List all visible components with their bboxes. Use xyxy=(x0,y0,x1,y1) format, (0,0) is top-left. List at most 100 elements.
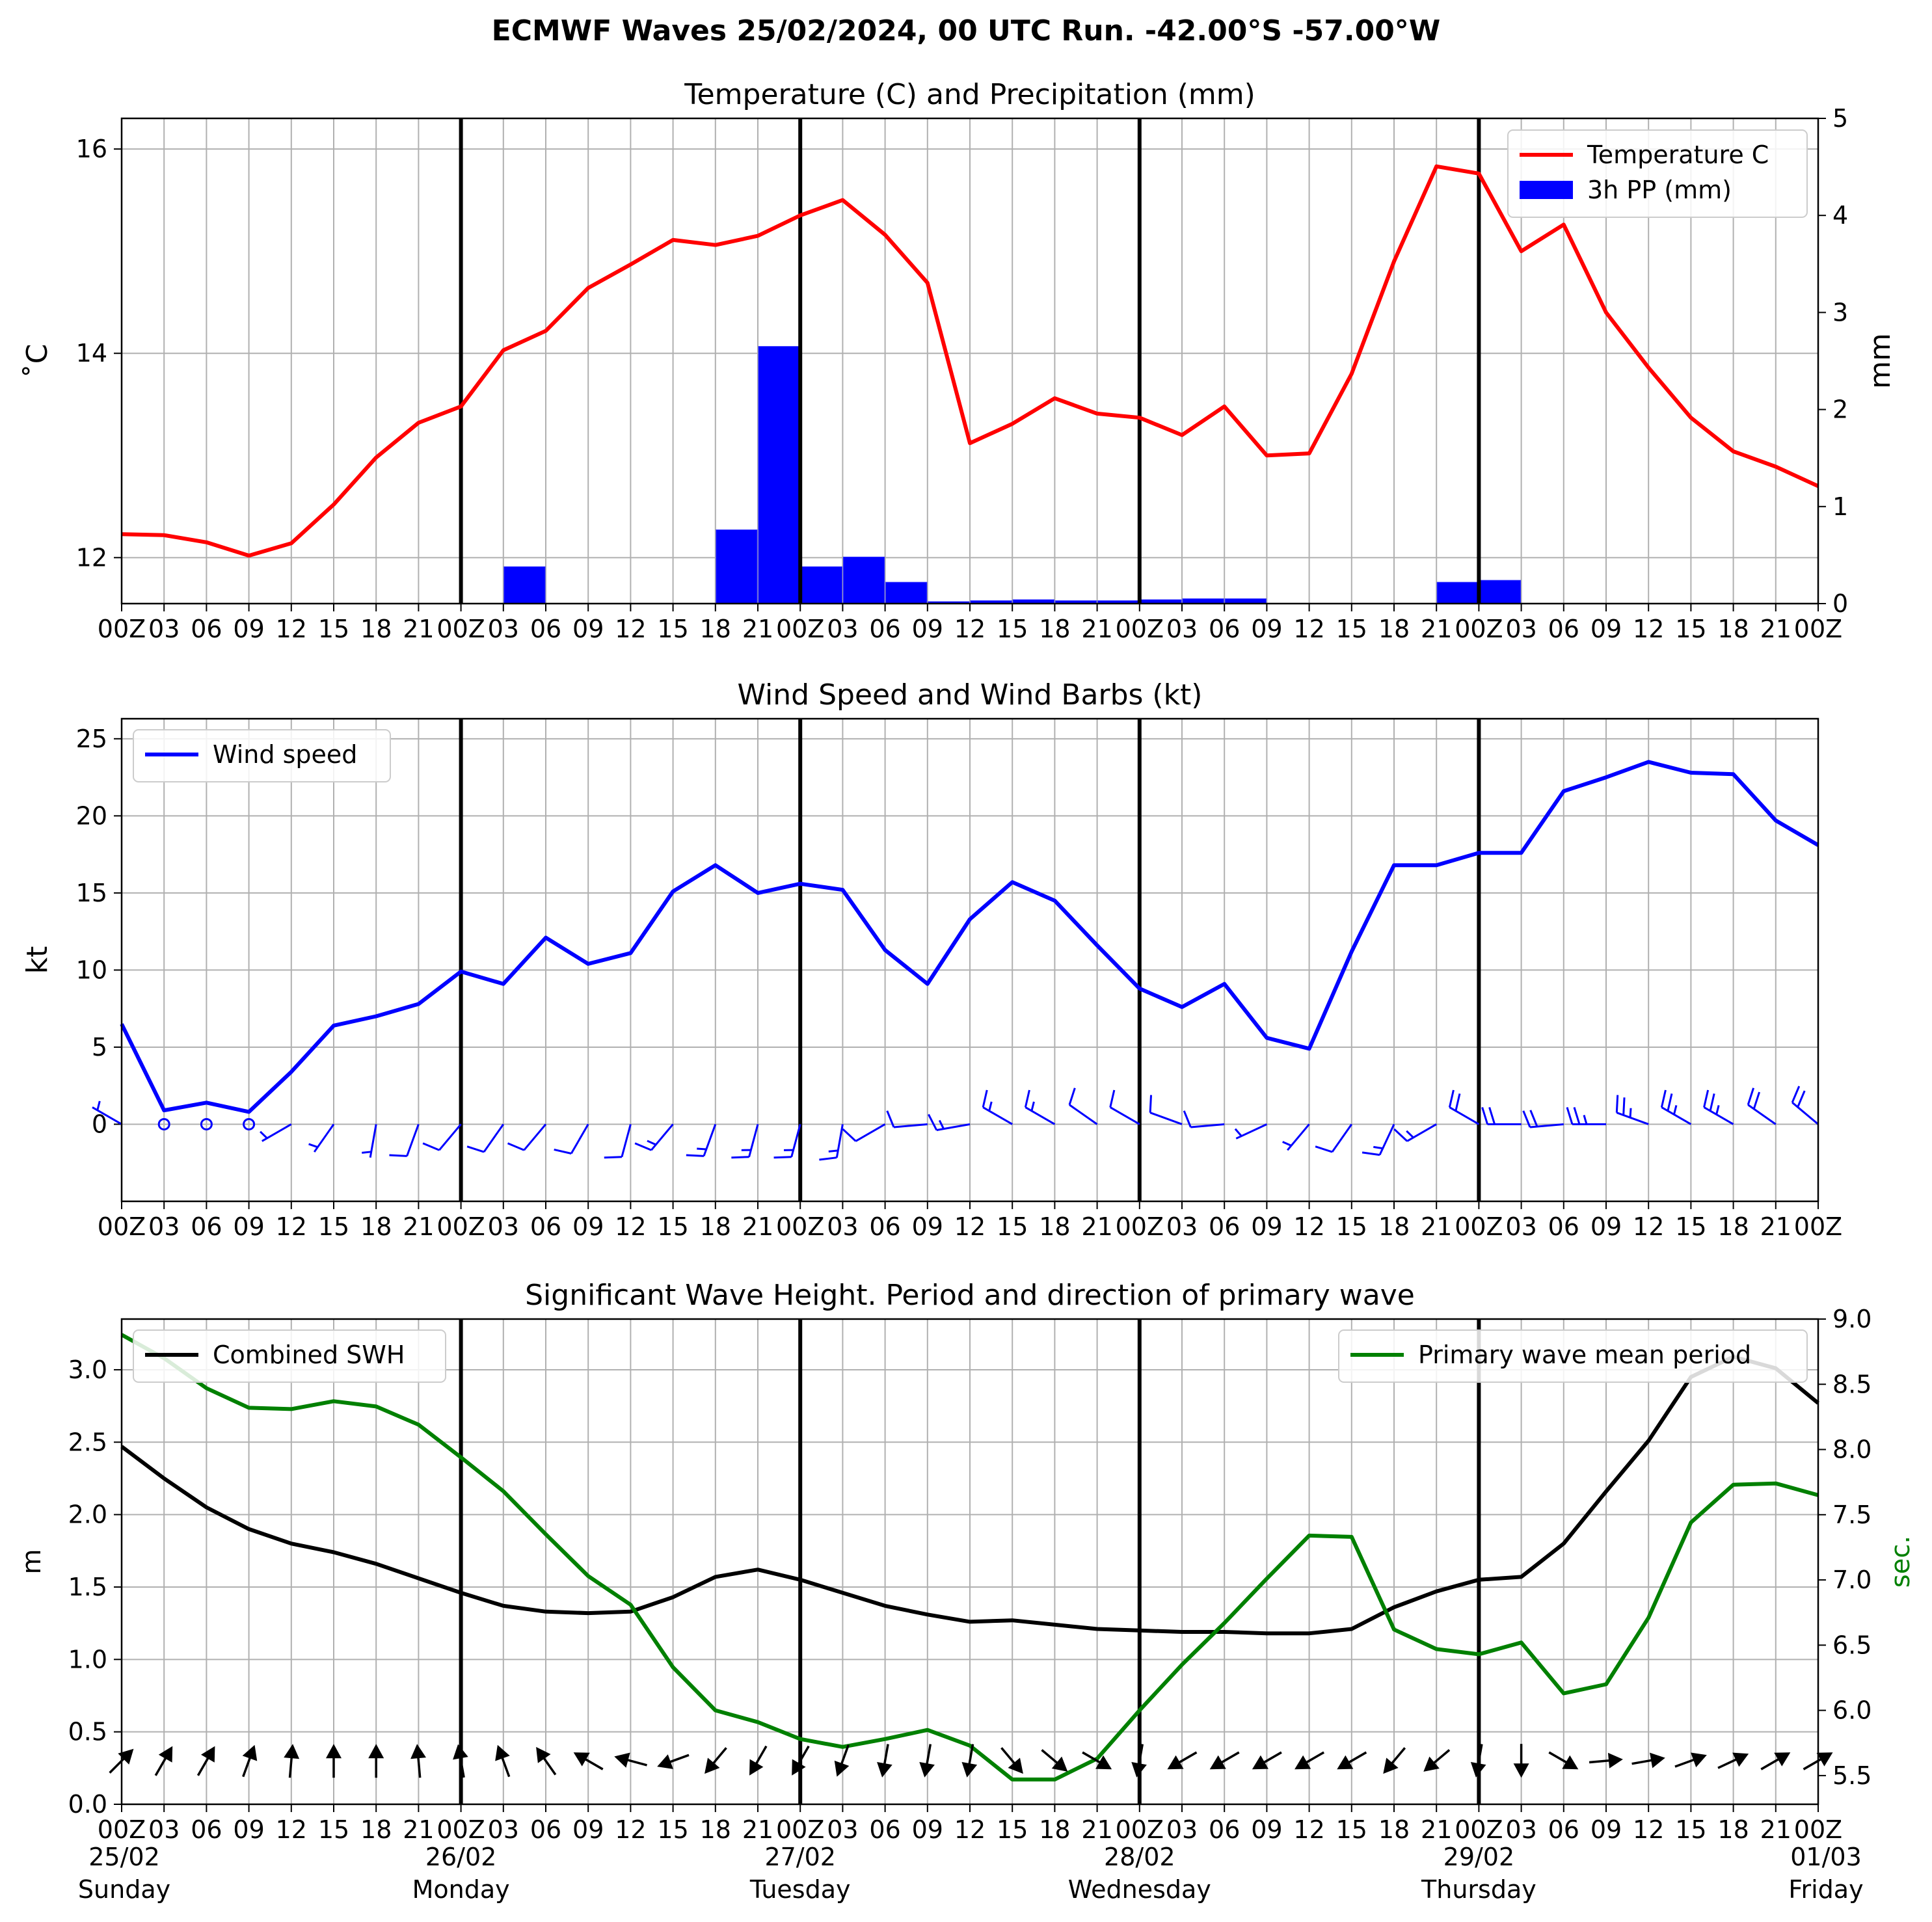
barb-half xyxy=(647,1140,656,1146)
precip-bar xyxy=(885,581,928,604)
arrow-head xyxy=(834,1760,850,1777)
arrow-head xyxy=(1008,1757,1023,1774)
wind-barb xyxy=(1149,1095,1183,1125)
x-tick-label: 06 xyxy=(191,1212,222,1241)
arrow-head xyxy=(1470,1762,1486,1778)
barb-staff xyxy=(835,1124,844,1158)
wind-barb xyxy=(1481,1107,1522,1125)
x-tick-label: 06 xyxy=(869,1212,900,1241)
wave-direction-arrow xyxy=(1383,1747,1406,1774)
y-tick-label: 0.0 xyxy=(68,1790,107,1819)
wave-direction-arrow xyxy=(657,1754,690,1769)
y-tick-label: 2.5 xyxy=(68,1428,107,1456)
x-tick-label: 21 xyxy=(742,1815,773,1844)
barb-full xyxy=(634,1142,652,1151)
x-tick-label: 09 xyxy=(1590,1815,1622,1844)
barb-staff xyxy=(1190,1123,1225,1128)
x-tick-label: 00Z xyxy=(776,615,824,643)
barb-full xyxy=(1522,1110,1531,1128)
wind-barb xyxy=(886,1110,928,1128)
barb-full xyxy=(1149,1095,1153,1113)
x-tick-label: 12 xyxy=(276,1815,307,1844)
y2-tick-label: 1 xyxy=(1832,492,1848,521)
x-tick-label: 03 xyxy=(488,615,519,643)
barb-staff xyxy=(855,1123,886,1142)
plot-frame xyxy=(120,717,1819,1203)
barb-staff xyxy=(982,1106,1013,1125)
plot-frame xyxy=(120,117,1819,605)
arrow-head xyxy=(1562,1755,1579,1770)
wind-barb xyxy=(1615,1095,1649,1125)
wind-barb xyxy=(507,1123,547,1151)
x-tick-label: 15 xyxy=(1675,1212,1706,1241)
x-tick-label: 00Z xyxy=(436,615,485,643)
y-tick-label: 5 xyxy=(92,1033,107,1061)
barb-half xyxy=(1715,1104,1720,1115)
legend-box xyxy=(133,1329,446,1383)
arrow-head xyxy=(1774,1752,1791,1767)
x-tick-label: 09 xyxy=(233,1815,264,1844)
wind-barb xyxy=(1660,1089,1692,1125)
weekday-label: Sunday xyxy=(78,1875,170,1904)
x-tick-label: 00Z xyxy=(1116,1815,1164,1844)
barb-staff xyxy=(1616,1112,1649,1125)
barb-full xyxy=(1791,1086,1801,1103)
barb-half xyxy=(1282,1141,1292,1147)
wave-direction-arrow xyxy=(326,1744,342,1778)
wind-barb xyxy=(389,1123,420,1157)
y2-tick-label: 7.0 xyxy=(1832,1566,1872,1594)
barb-full xyxy=(1566,1107,1574,1125)
x-tick-label: 12 xyxy=(615,1815,646,1844)
barb-full xyxy=(1024,1089,1030,1108)
x-tick-label: 18 xyxy=(700,615,731,643)
arrow-head xyxy=(919,1762,935,1778)
arrow-head xyxy=(284,1744,300,1759)
x-tick-label: 15 xyxy=(1336,615,1367,643)
x-tick-label: 03 xyxy=(148,615,180,643)
x-tick-label: 06 xyxy=(1548,615,1579,643)
x-tick-label: 21 xyxy=(1421,615,1452,643)
arrow-head xyxy=(158,1746,173,1763)
weekday-label: Monday xyxy=(412,1875,510,1904)
arrow-head xyxy=(1252,1755,1268,1770)
y-tick-label: 14 xyxy=(76,339,107,367)
wave-direction-arrow xyxy=(284,1744,300,1778)
x-tick-label: 18 xyxy=(1717,615,1749,643)
x-tick-label: 00Z xyxy=(436,1212,485,1241)
x-tick-label: 09 xyxy=(572,615,604,643)
wind-barb xyxy=(260,1123,292,1142)
x-tick-label: 06 xyxy=(1209,1212,1240,1241)
x-tick-label: 06 xyxy=(869,1815,900,1844)
y-tick-label: 0.5 xyxy=(68,1718,107,1746)
barb-half xyxy=(828,1149,839,1153)
arrow-head xyxy=(614,1752,630,1768)
wind-speed-line xyxy=(120,760,1819,1114)
y2-tick-label: 3 xyxy=(1832,298,1848,327)
arrow-head xyxy=(453,1744,468,1760)
wind-barb xyxy=(1282,1123,1310,1151)
barb-half xyxy=(988,1101,993,1112)
y-tick-label: 25 xyxy=(76,725,107,753)
barb-full xyxy=(507,1142,525,1151)
arrow-head xyxy=(1732,1752,1749,1767)
y-tick-label: 2.0 xyxy=(68,1501,107,1529)
x-tick-label: 09 xyxy=(233,1212,264,1241)
y-axis-label: ˚C xyxy=(21,344,54,379)
wind-barb xyxy=(554,1123,589,1155)
precip-bar xyxy=(716,529,758,604)
wave-direction-arrow xyxy=(242,1744,258,1778)
barb-half xyxy=(1629,1108,1632,1118)
x-tick-label: 12 xyxy=(615,1212,646,1241)
wave-direction-arrow xyxy=(1252,1751,1282,1770)
x-tick-label: 18 xyxy=(1378,1815,1410,1844)
precip-bar xyxy=(800,566,842,604)
y-tick-label: 10 xyxy=(76,955,107,984)
x-tick-label: 00Z xyxy=(1794,1212,1842,1241)
x-tick-label: 03 xyxy=(1505,1815,1536,1844)
barb-staff xyxy=(1069,1104,1098,1125)
arrow-head xyxy=(1167,1755,1184,1770)
x-tick-label: 00Z xyxy=(98,1212,146,1241)
x-tick-label: 06 xyxy=(869,615,900,643)
